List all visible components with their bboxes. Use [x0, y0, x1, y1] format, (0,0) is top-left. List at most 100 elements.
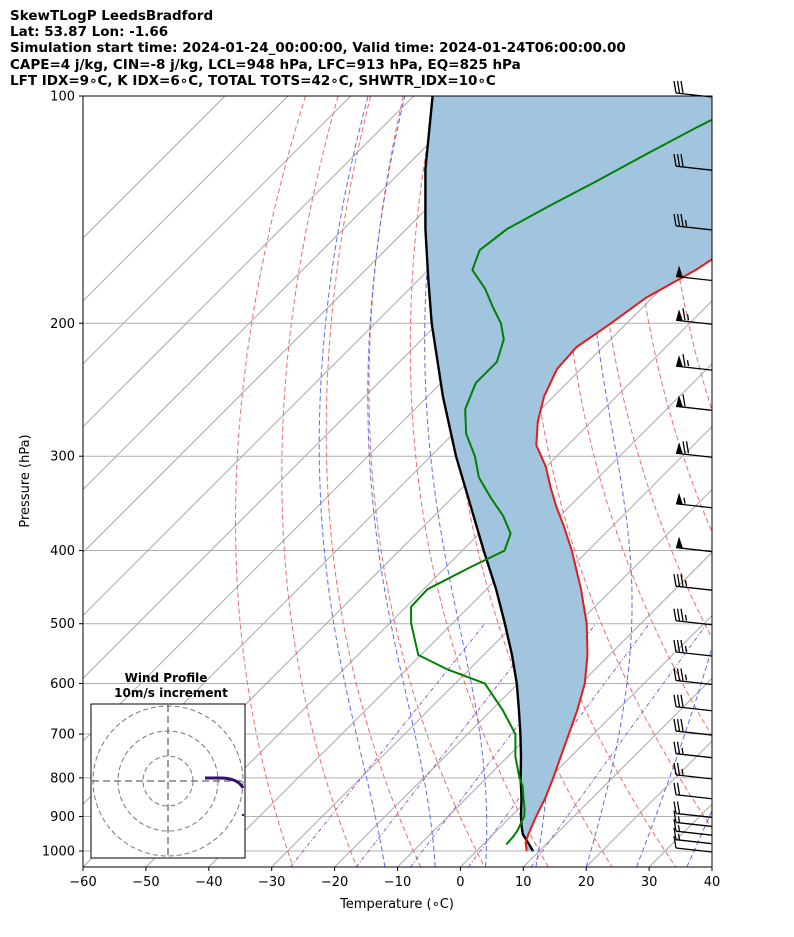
- barb-staff: [675, 706, 713, 712]
- moist-adiabat: [585, 96, 633, 867]
- barb-flag: [676, 741, 681, 754]
- barb-pennant: [676, 395, 683, 408]
- barb-flag: [676, 80, 681, 94]
- barb-flag: [680, 668, 684, 681]
- wind-barb: [673, 801, 713, 819]
- y-tick-label: 1000: [42, 845, 75, 860]
- y-axis-ticks: 100 200 300 400 500 600 700 800 900 1000: [42, 90, 83, 860]
- wind-barb: [673, 694, 713, 712]
- barb-staff: [675, 679, 713, 686]
- barb-staff: [675, 812, 713, 819]
- barb-staff: [675, 794, 713, 800]
- isotherm-gridline: [83, 96, 477, 491]
- barb-flag: [682, 308, 686, 321]
- wind-barb: [675, 492, 713, 509]
- moist-adiabat: [424, 96, 488, 867]
- barb-flag: [676, 694, 681, 707]
- moist-adiabat: [636, 645, 712, 867]
- isotherm-gridline: [711, 866, 712, 867]
- wind-barb: [673, 639, 713, 657]
- barb-flag: [680, 718, 684, 732]
- y-tick-label: 100: [50, 90, 75, 105]
- dry-adiabat: [630, 96, 712, 534]
- barb-flag: [680, 639, 684, 653]
- sounding-profiles: [409, 96, 712, 852]
- barb-flag: [682, 353, 686, 367]
- barb-staff: [675, 847, 713, 853]
- dewpoint-line: [409, 118, 712, 846]
- lifted-index-line: LFT IDX=9∘C, K IDX=6∘C, TOTAL TOTS=42∘C,…: [10, 73, 496, 89]
- x-tick-label: −50: [132, 875, 159, 890]
- barb-staff: [675, 730, 713, 736]
- barb-flag: [680, 608, 684, 621]
- barb-flag: [676, 782, 681, 795]
- hodograph-trace: [205, 776, 245, 789]
- dry-adiabat: [281, 96, 358, 867]
- barb-flag: [673, 668, 677, 681]
- barb-pennant: [676, 442, 683, 455]
- barb-half-flag: [684, 645, 688, 653]
- barb-flag: [673, 819, 677, 832]
- barb-half-flag: [677, 833, 681, 840]
- y-tick-label: 300: [50, 450, 75, 465]
- barb-half-flag: [684, 219, 688, 227]
- barb-flag: [673, 639, 677, 653]
- moist-adiabat: [318, 96, 386, 867]
- barb-flag: [673, 574, 677, 587]
- barb-flag: [673, 608, 677, 621]
- barb-half-flag: [683, 497, 686, 504]
- wind-barbs: [673, 80, 713, 853]
- barb-flag: [676, 574, 681, 587]
- barb-staff: [675, 774, 713, 780]
- x-tick-label: −20: [321, 875, 348, 890]
- barb-flag: [680, 574, 684, 587]
- barb-pennant: [676, 536, 683, 549]
- wind-barb: [673, 819, 713, 836]
- wind-barb: [673, 835, 713, 853]
- dry-adiabat: [368, 96, 485, 867]
- barb-flag: [673, 810, 677, 823]
- parcel-path-line: [424, 96, 535, 852]
- barb-flag: [676, 639, 681, 653]
- isotherm-gridline: [83, 96, 352, 365]
- barb-flag: [676, 801, 681, 814]
- dry-adiabat: [235, 96, 306, 867]
- x-tick-label: 10: [515, 875, 532, 890]
- x-axis-label: Temperature (∘C): [339, 897, 454, 912]
- y-tick-label: 900: [50, 810, 75, 825]
- y-tick-label: 800: [50, 771, 75, 786]
- y-tick-label: 500: [50, 617, 75, 632]
- barb-flag: [680, 213, 684, 227]
- barb-staff: [675, 830, 713, 836]
- barb-half-flag: [684, 580, 688, 587]
- wind-barb: [675, 353, 713, 371]
- instability-shading: [425, 96, 712, 851]
- isotherm-gridline: [208, 363, 712, 867]
- dry-adiabat: [663, 96, 712, 412]
- wind-barb: [675, 394, 713, 411]
- dry-adiabat: [729, 96, 794, 867]
- dry-adiabat: [596, 96, 712, 640]
- barb-half-flag: [681, 768, 684, 775]
- barb-half-flag: [684, 614, 688, 621]
- barb-flag: [673, 835, 677, 849]
- wind-barb: [673, 608, 713, 626]
- barb-flag: [676, 608, 681, 621]
- x-tick-label: 20: [578, 875, 595, 890]
- barb-pennant: [676, 309, 683, 322]
- dry-adiabat: [561, 96, 712, 737]
- barb-half-flag: [684, 674, 688, 681]
- x-tick-label: 40: [704, 875, 721, 890]
- barb-staff: [675, 821, 713, 828]
- barb-flag: [673, 741, 677, 754]
- isotherm-gridline: [83, 96, 415, 428]
- barb-half-flag: [686, 359, 690, 367]
- x-tick-label: −30: [258, 875, 285, 890]
- barb-pennant: [676, 355, 683, 368]
- barb-flag: [676, 718, 681, 732]
- barb-flag: [676, 762, 681, 775]
- x-tick-label: 30: [641, 875, 658, 890]
- wind-barb: [673, 782, 713, 800]
- barb-flag: [680, 80, 684, 94]
- wind-barb: [673, 574, 713, 591]
